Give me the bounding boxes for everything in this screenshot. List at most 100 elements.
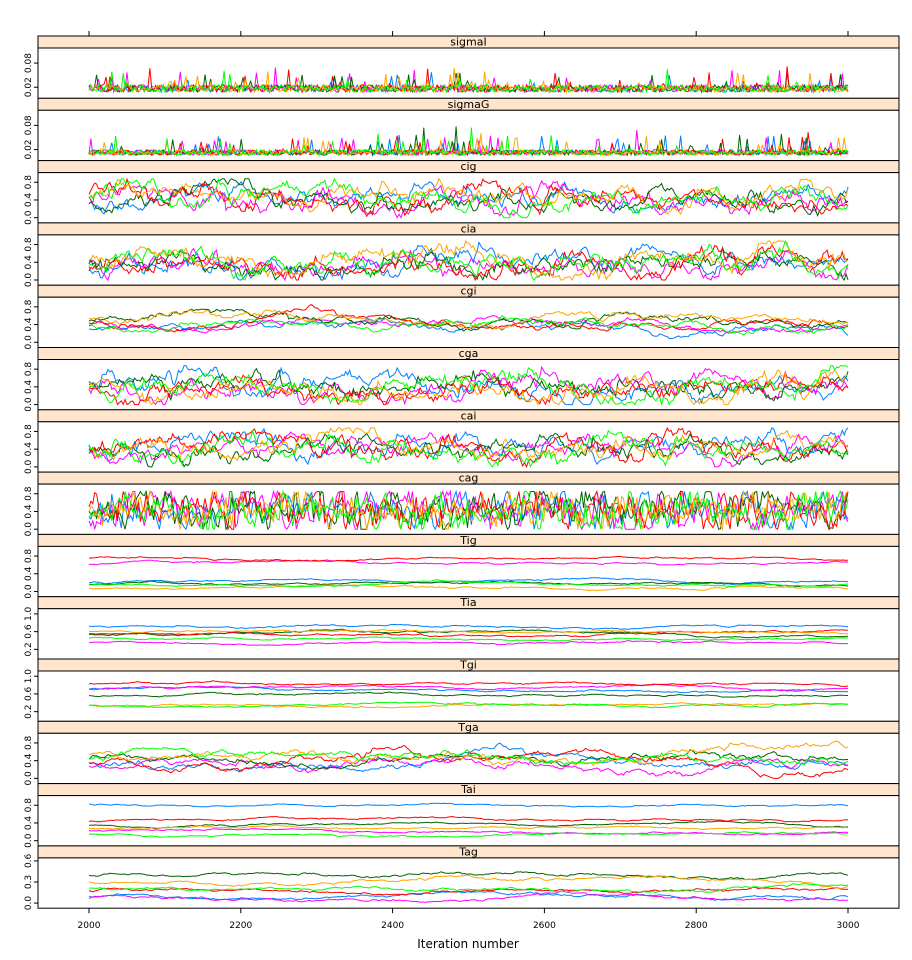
trace-cga-chain-3: [88, 367, 849, 403]
strip-label-sigmaG: sigmaG: [448, 98, 490, 111]
trace-cgi-chain-6: [88, 315, 849, 336]
series-group-cag: [88, 489, 849, 532]
y-tick-label-Tia: 1.0: [24, 606, 34, 621]
y-tick-label-cga: 0.8: [24, 362, 34, 377]
panel-Tgi: Tgi 0.2 0.6 1.0: [24, 658, 900, 722]
y-tick-label-Tgi: 0.6: [24, 686, 34, 701]
strip-label-sigmaI: sigmaI: [450, 36, 486, 49]
series-group-Tga: [88, 740, 849, 779]
trace-cia-chain-6: [88, 239, 849, 281]
panel-cai: cai 0.0 0.4 0.8: [24, 409, 900, 474]
plot-area-cia: [37, 234, 900, 286]
series-group-Tia: [88, 623, 849, 646]
panel-cgi: cgi 0.0 0.4 0.8: [24, 284, 900, 350]
y-tick-label-cai: 0.4: [24, 442, 34, 457]
x-tick-label: 2400: [381, 921, 404, 931]
y-tick-label-Tga: 0.8: [24, 735, 34, 750]
trace-cgi-chain-4: [88, 304, 849, 333]
y-tick-label-cia: 0.4: [24, 255, 34, 270]
x-tick-label: 2800: [685, 921, 708, 931]
y-tick-label-Tag: 0.6: [24, 853, 34, 868]
trace-Tig-chain-1: [88, 577, 849, 586]
trace-Tig-chain-6: [89, 579, 849, 588]
y-tick-label-cag: 0.0: [24, 522, 34, 537]
series-group-sigmaI: [88, 66, 849, 95]
series-group-Tig: [88, 556, 849, 592]
series-group-Tag: [88, 871, 849, 903]
y-tick-label-Tga: 0.0: [24, 771, 34, 786]
trace-Tgi-chain-6: [88, 701, 849, 709]
trace-cgi-chain-3: [88, 308, 849, 332]
trace-cga-chain-2: [88, 365, 849, 406]
strip-label-Tga: Tga: [457, 721, 478, 734]
panel-Tig: Tig 0.0 0.4 0.8: [24, 533, 900, 599]
series-group-cgi: [88, 304, 849, 340]
trace-sigmaI-chain-5: [88, 68, 849, 94]
y-tick-label-cgi: 0.4: [24, 317, 34, 332]
trace-cig-chain-5: [88, 177, 849, 216]
panel-sigmaI: sigmaI 0.02 0.08: [24, 35, 900, 99]
trace-Tag-chain-4: [88, 886, 849, 896]
y-tick-label-sigmaG: 0.02: [24, 139, 34, 159]
trace-Tga-chain-5: [88, 740, 849, 767]
trace-Tig-chain-2: [88, 559, 849, 566]
panel-cag: cag 0.0 0.4 0.8: [24, 471, 900, 537]
trace-Tia-chain-2: [88, 640, 849, 646]
y-tick-label-cgi: 0.0: [24, 335, 34, 350]
series-group-sigmaG: [88, 126, 849, 157]
trace-cga-chain-6: [88, 365, 849, 406]
trace-Tgi-chain-4: [88, 680, 849, 687]
trace-cia-chain-4: [88, 243, 849, 282]
x-tick-label: 2000: [78, 921, 101, 931]
trace-cgi-chain-5: [88, 308, 848, 330]
trace-Tgi-chain-1: [89, 686, 848, 694]
trace-Tig-chain-5: [88, 584, 849, 592]
trace-Tia-chain-1: [88, 623, 849, 630]
strip-label-cia: cia: [461, 222, 477, 235]
y-tick-label-sigmaI: 0.02: [24, 77, 34, 97]
trace-Tgi-chain-2: [88, 683, 849, 692]
strip-label-cag: cag: [459, 472, 479, 485]
trace-Tag-chain-6: [89, 883, 849, 894]
trace-Tag-chain-5: [88, 874, 849, 889]
plot-area-Tag: [37, 857, 900, 909]
y-tick-label-Tig: 0.8: [24, 549, 34, 564]
series-group-cia: [88, 239, 849, 282]
panel-sigmaG: sigmaG 0.02 0.08: [24, 97, 900, 162]
trace-sigmaG-chain-5: [88, 133, 849, 157]
strip-label-Tia: Tia: [459, 596, 476, 609]
y-tick-label-cia: 0.0: [24, 273, 34, 288]
y-tick-label-Tag: 0.3: [24, 875, 34, 889]
panels: sigmaI 0.02 0.08 sigmaG 0.02 0.08 cig 0.0 0.4 0.8…: [24, 35, 900, 911]
strip-label-Tgi: Tgi: [459, 659, 477, 672]
x-tick-label: 2600: [533, 921, 556, 931]
trace-cga-chain-1: [88, 365, 849, 406]
y-tick-label-cig: 0.0: [24, 210, 34, 225]
x-tick-label: 3000: [837, 921, 860, 931]
trace-Tgi-chain-5: [88, 702, 849, 709]
trace-cig-chain-6: [88, 177, 849, 219]
y-tick-label-Tia: 0.6: [24, 624, 34, 639]
y-tick-label-cag: 0.4: [24, 504, 34, 519]
trace-Tai-chain-1: [88, 802, 849, 808]
trace-Tia-chain-6: [88, 636, 849, 642]
trace-cai-chain-5: [88, 427, 849, 462]
y-tick-label-Tai: 0.0: [24, 833, 34, 848]
bottom-x-axis: 2000 2200 2400 2600 2800 3000: [78, 908, 860, 931]
trace-Tia-chain-5: [88, 628, 848, 635]
trace-sigmaG-chain-6: [88, 127, 849, 157]
strip-label-cgi: cgi: [460, 285, 476, 298]
y-tick-label-cga: 0.0: [24, 397, 34, 412]
trace-cai-chain-6: [88, 429, 849, 468]
trace-Tga-chain-4: [88, 745, 849, 779]
trace-sigmaG-chain-4: [88, 132, 849, 157]
trace-cag-chain-6: [88, 489, 849, 531]
trace-Tig-chain-4: [88, 556, 849, 562]
panel-Tia: Tia 0.2 0.6 1.0: [24, 596, 900, 660]
y-tick-label-Tai: 0.8: [24, 798, 34, 813]
y-tick-label-Tag: 0.0: [24, 896, 34, 911]
x-axis-title: Iteration number: [417, 937, 519, 951]
y-tick-label-cgi: 0.8: [24, 299, 34, 314]
series-group-cga: [88, 365, 849, 406]
